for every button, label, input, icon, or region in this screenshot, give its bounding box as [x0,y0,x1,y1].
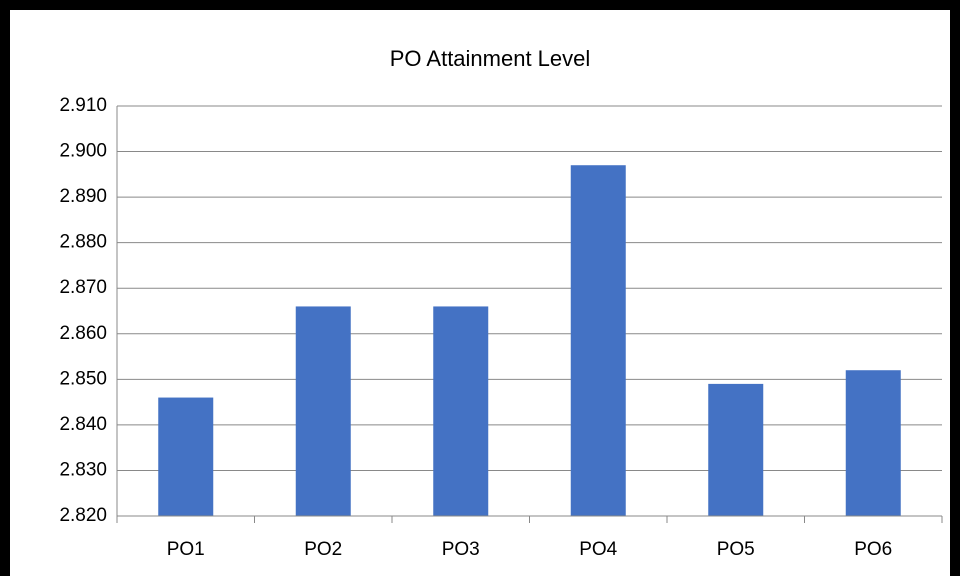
bar [295,306,351,516]
x-tick-label: PO5 [717,539,755,560]
bar [845,370,901,516]
bar [433,306,489,516]
y-tick-label: 2.850 [59,368,107,389]
bar [708,383,764,516]
x-tick-label: PO6 [854,539,892,560]
y-tick-label: 2.910 [59,95,107,116]
y-tick-label: 2.840 [59,414,107,435]
bar [158,397,214,516]
y-tick-label: 2.900 [59,141,107,162]
y-tick-label: 2.820 [59,505,107,526]
x-tick-label: PO4 [579,539,617,560]
x-tick-label: PO3 [442,539,480,560]
bar [570,165,626,516]
y-tick-label: 2.830 [59,459,107,480]
y-tick-label: 2.890 [59,186,107,207]
y-tick-label: 2.870 [59,277,107,298]
x-tick-label: PO2 [304,539,342,560]
chart-title: PO Attainment Level [390,46,591,71]
y-tick-label: 2.880 [59,232,107,253]
x-tick-label: PO1 [167,539,205,560]
y-tick-label: 2.860 [59,323,107,344]
